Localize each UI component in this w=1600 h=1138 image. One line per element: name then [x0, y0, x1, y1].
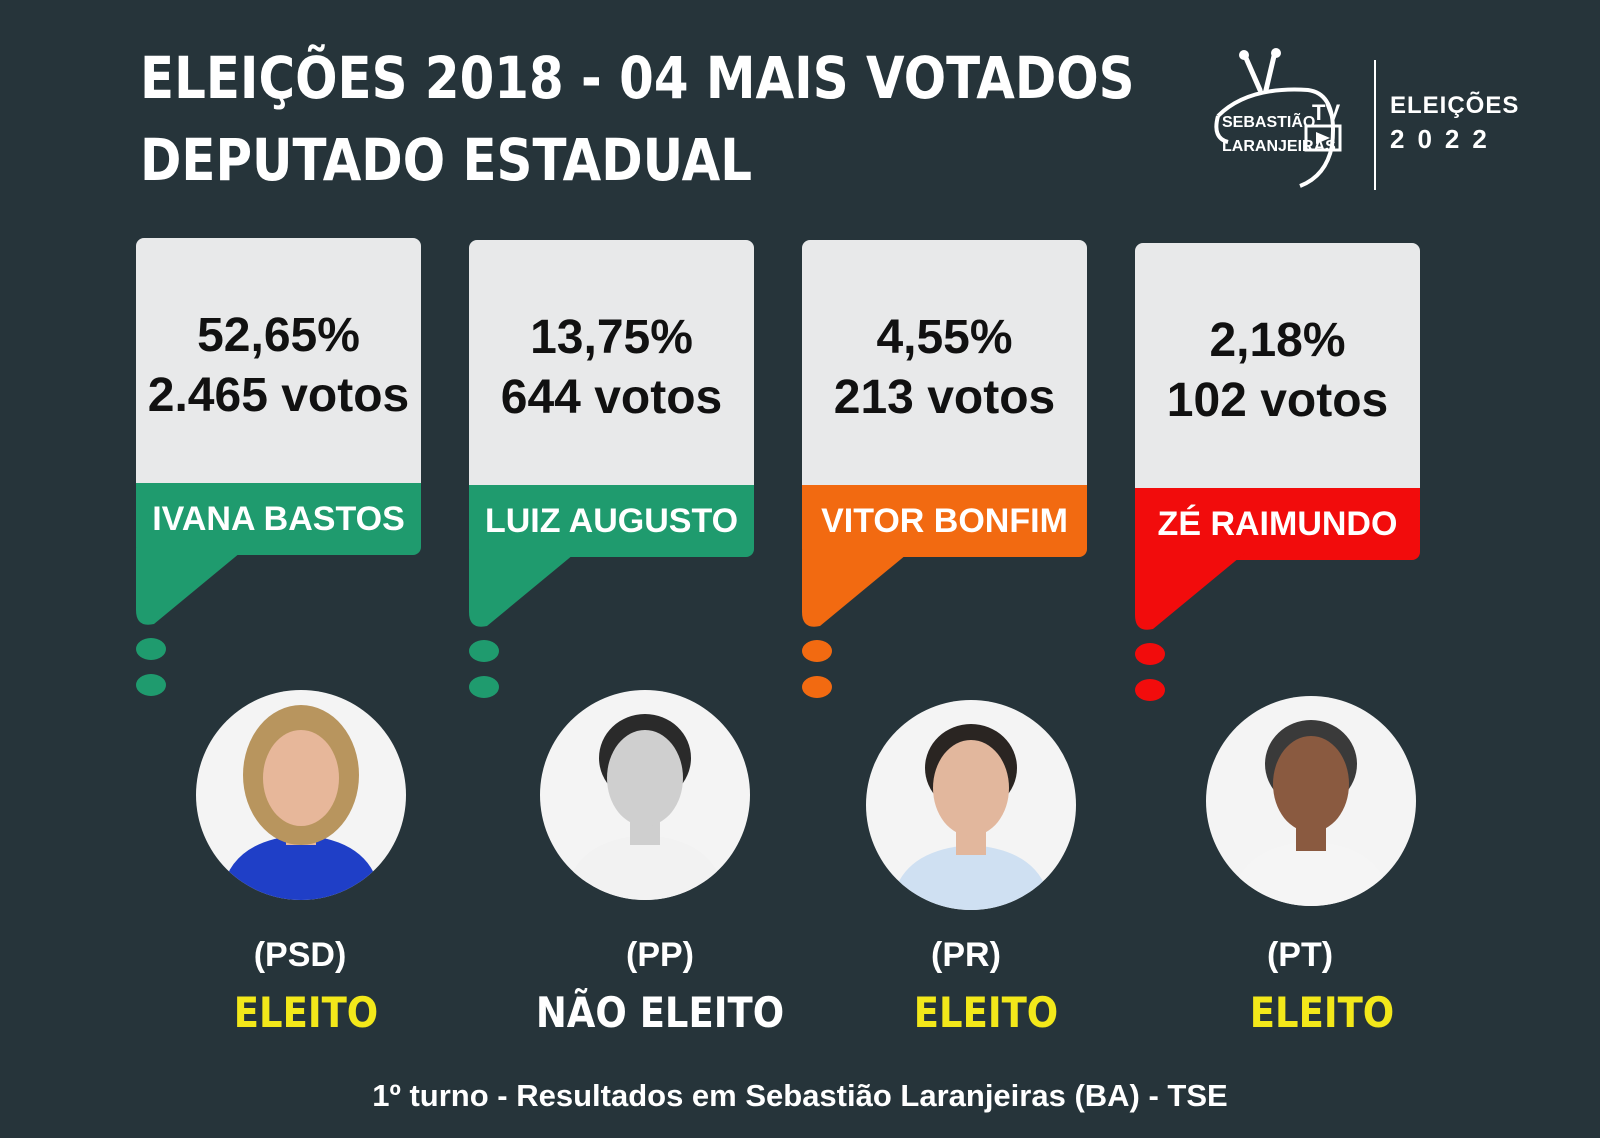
result-box	[136, 238, 421, 483]
candidate-name: LUIZ AUGUSTO	[484, 502, 739, 540]
election-status: NÃO ELEITO	[535, 988, 785, 1037]
result-box	[802, 240, 1087, 485]
vote-count: 213 votos	[833, 371, 1056, 424]
party-label: (PR)	[931, 936, 1001, 974]
bubble-dot	[802, 640, 832, 662]
vote-count: 102 votos	[1166, 374, 1389, 427]
party-label: (PT)	[1266, 936, 1334, 974]
name-band	[802, 485, 1087, 557]
bubble-tail-icon	[469, 550, 579, 627]
result-box	[469, 240, 754, 485]
bubble-tail-icon	[802, 550, 912, 627]
name-band	[136, 483, 421, 555]
bubble-dot	[469, 676, 499, 698]
party-label: (PSD)	[253, 936, 347, 974]
bubble-dot	[136, 638, 166, 660]
logo-divider	[1374, 60, 1376, 190]
result-box	[1135, 243, 1420, 488]
title-line-2: DEPUTADO ESTADUAL	[140, 126, 752, 194]
candidate-name: ZÉ RAIMUNDO	[1157, 505, 1398, 543]
logo-name-line2: LARANJEIRAS	[1222, 138, 1336, 155]
logo-name-line1: SEBASTIÃO	[1222, 114, 1316, 131]
candidate-photo	[540, 690, 750, 900]
election-status: ELEITO	[1249, 988, 1395, 1037]
candidate-photo	[196, 690, 406, 900]
vote-percentage: 2,18%	[1209, 314, 1346, 367]
name-band	[1135, 488, 1420, 560]
vote-count: 644 votos	[500, 371, 723, 424]
bubble-dot	[1135, 679, 1165, 701]
candidate-photo	[1206, 696, 1416, 906]
election-status: ELEITO	[913, 988, 1059, 1037]
person-portrait-icon	[565, 714, 725, 900]
party-label: (PP)	[626, 936, 694, 974]
vote-percentage: 52,65%	[197, 309, 360, 362]
footer-source: 1º turno - Resultados em Sebastião Laran…	[372, 1078, 1228, 1113]
name-band	[469, 485, 754, 557]
person-portrait-icon	[221, 705, 381, 900]
bubble-dot	[802, 676, 832, 698]
candidate-photo	[866, 700, 1076, 910]
vote-count: 2.465 votos	[147, 369, 410, 422]
bubble-tail-icon	[136, 548, 246, 625]
candidate-name: IVANA BASTOS	[152, 500, 405, 538]
candidate-name: VITOR BONFIM	[821, 502, 1068, 540]
title-line-1: ELEIÇÕES 2018 - 04 MAIS VOTADOS	[140, 44, 1135, 112]
vote-percentage: 13,75%	[530, 311, 693, 364]
person-portrait-icon	[891, 724, 1051, 910]
tv-logo-icon	[1214, 48, 1342, 188]
bubble-dot	[1135, 643, 1165, 665]
bubble-dot	[469, 640, 499, 662]
vote-percentage: 4,55%	[876, 311, 1013, 364]
logo-elections-label: ELEIÇÕES	[1390, 92, 1520, 119]
logo-tv-label: TV	[1312, 100, 1341, 125]
person-portrait-icon	[1231, 720, 1391, 906]
bubble-dot	[136, 674, 166, 696]
bubble-tail-icon	[1135, 553, 1245, 630]
election-status: ELEITO	[233, 988, 379, 1037]
logo-elections-year: 2022	[1390, 124, 1500, 154]
